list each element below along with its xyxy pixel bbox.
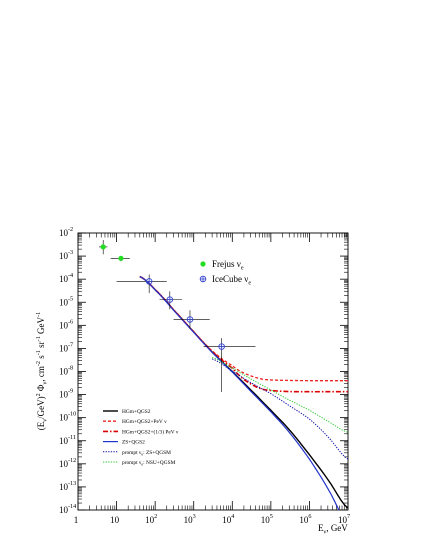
y-tick-label: 10-4 xyxy=(59,272,73,284)
marker-legend: Frejus νe IceCube νe xyxy=(199,259,251,287)
y-tick-label: 10-2 xyxy=(59,226,73,238)
x-tick-label: 103 xyxy=(184,513,196,525)
legend-line-label: HGm+QGS2 xyxy=(122,409,151,415)
data-points xyxy=(98,239,256,392)
y-tick-label: 10-3 xyxy=(59,249,73,261)
y-tick-label: 10-11 xyxy=(59,434,76,446)
legend-line-label: HGm+QGS2+PeV ν xyxy=(122,419,167,425)
legend-line-label: HGm+QGS2+(1/3) PeV ν xyxy=(122,428,179,435)
legend-line-label: prompt νe: NSU+QGSM xyxy=(122,460,176,467)
x-tick-label: 10 xyxy=(110,515,120,525)
curve xyxy=(139,276,340,510)
x-tick-label: 105 xyxy=(261,513,273,525)
y-tick-label: 10-9 xyxy=(59,388,73,400)
legend-marker-label: IceCube νe xyxy=(212,274,251,287)
curve xyxy=(211,358,348,460)
legend-marker-frejus xyxy=(200,261,206,267)
x-axis-label: Eν, GeV xyxy=(318,523,348,536)
x-tick-label: 102 xyxy=(145,513,157,525)
model-curves xyxy=(139,275,348,510)
curve xyxy=(139,275,348,382)
axes: 1 10 102 103 104 105 106 107 10-2 10-3 10-4 10-5 10-… xyxy=(59,226,350,525)
x-tick-label: 107 xyxy=(338,513,350,525)
legend-line-label: prompt νe: ZS+QGSM xyxy=(122,450,171,457)
y-tick-label: 10-7 xyxy=(59,341,73,353)
y-axis-label: (Eν/GeV)2 Φν, cm-2 s-1 sr-1 GeV-1 xyxy=(35,312,49,430)
curve xyxy=(211,357,348,433)
line-legend: HGm+QGS2 HGm+QGS2+PeV ν HGm+QGS2+(1/3) PeV… xyxy=(103,409,179,467)
y-tick-label: 10-10 xyxy=(59,411,76,423)
data-point xyxy=(118,255,124,261)
legend-marker-label: Frejus νe xyxy=(212,259,244,272)
x-tick-label: 1 xyxy=(74,515,79,525)
y-tick-label: 10-12 xyxy=(59,457,76,469)
y-tick-label: 10-14 xyxy=(59,503,76,515)
x-tick-label: 106 xyxy=(299,513,311,525)
x-tick-label: 104 xyxy=(222,513,234,525)
y-tick-label: 10-13 xyxy=(59,480,76,492)
y-tick-label: 10-5 xyxy=(59,295,73,307)
y-tick-label: 10-8 xyxy=(59,365,73,377)
y-tick-label: 10-6 xyxy=(59,318,73,330)
legend-line-label: ZS+QGS2 xyxy=(122,440,145,446)
data-point xyxy=(100,244,106,250)
curve xyxy=(139,275,348,393)
